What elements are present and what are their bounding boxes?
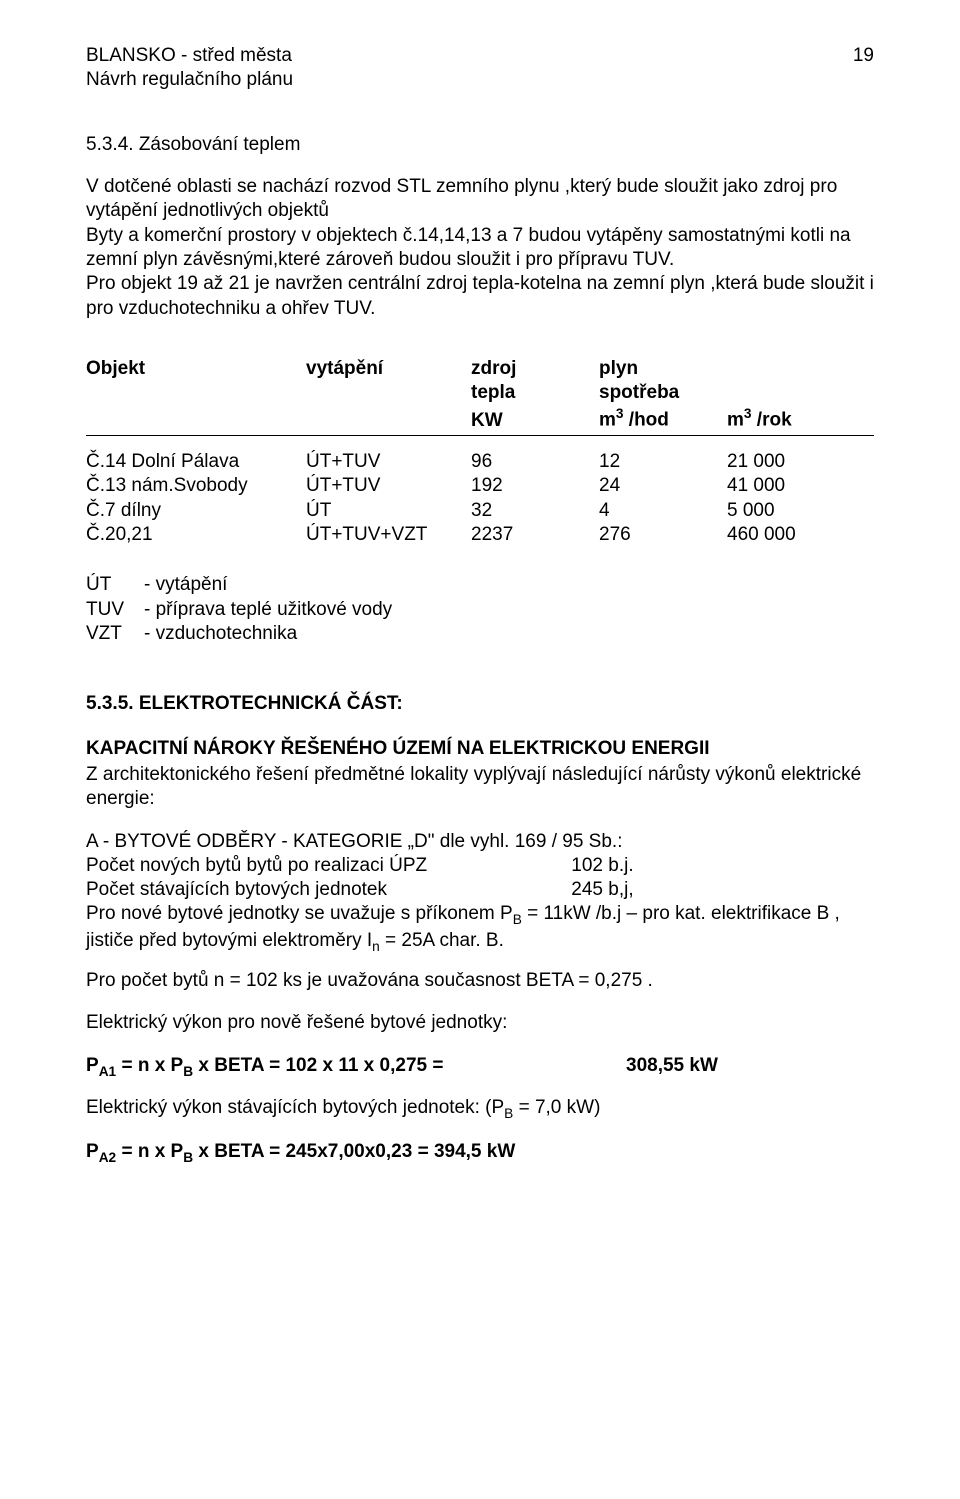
table-header-row1: Objekt vytápění zdroj plyn xyxy=(86,357,874,381)
legend-desc: - vytápění xyxy=(144,573,227,597)
header-title-line1: BLANSKO - střed města xyxy=(86,44,293,68)
table-header-row2: tepla spotřeba xyxy=(86,381,874,405)
category-a-row2: Počet stávajících bytových jednotek 245 … xyxy=(86,878,874,902)
cell-m3rok: 460 000 xyxy=(727,523,867,547)
a-row2-label: Počet stávajících bytových jednotek xyxy=(86,878,566,902)
table-head-plyn: plyn xyxy=(599,357,727,381)
capacity-paragraph: Z architektonického řešení předmětné lok… xyxy=(86,763,874,812)
table-head-zdroj: zdroj xyxy=(471,357,599,381)
eq1-right: 308,55 kW xyxy=(626,1054,718,1080)
cell-vytapeni: ÚT+TUV xyxy=(306,450,471,474)
ev-existing-label: Elektrický výkon stávajících bytových je… xyxy=(86,1096,874,1122)
cell-vytapeni: ÚT xyxy=(306,499,471,523)
legend-desc: - příprava teplé užitkové vody xyxy=(144,598,392,622)
legend-row: VZT- vzduchotechnika xyxy=(86,622,874,646)
cell-objekt: Č.7 dílny xyxy=(86,499,306,523)
table-head-tepla: tepla xyxy=(471,381,599,405)
table-unit-m3rok: m3 /rok xyxy=(727,405,867,433)
ev-new-label: Elektrický výkon pro nově řešené bytové … xyxy=(86,1011,874,1035)
legend-desc: - vzduchotechnika xyxy=(144,622,297,646)
a-row1-value: 102 b.j. xyxy=(571,855,633,876)
table-row: Č.20,21ÚT+TUV+VZT2237276460 000 xyxy=(86,523,874,547)
section-534-heading: 5.3.4. Zásobování teplem xyxy=(86,133,874,157)
table-head-objekt: Objekt xyxy=(86,357,306,381)
a-row2-value: 245 b,j, xyxy=(571,879,633,900)
legend-abbr: ÚT xyxy=(86,573,144,597)
category-a-paragraph: Pro nové bytové jednotky se uvažuje s př… xyxy=(86,902,874,955)
equation-pa1: PA1 = n x PB x BETA = 102 x 11 x 0,275 =… xyxy=(86,1054,874,1080)
header-title-line2: Návrh regulačního plánu xyxy=(86,68,293,92)
cell-m3rok: 41 000 xyxy=(727,474,867,498)
cell-m3hod: 276 xyxy=(599,523,727,547)
page-number: 19 xyxy=(853,44,874,68)
a-row1-label: Počet nových bytů bytů po realizaci ÚPZ xyxy=(86,854,566,878)
table-row: Č.7 dílnyÚT3245 000 xyxy=(86,499,874,523)
cell-m3rok: 5 000 xyxy=(727,499,867,523)
category-a-row1: Počet nových bytů bytů po realizaci ÚPZ … xyxy=(86,854,874,878)
beta-line: Pro počet bytů n = 102 ks je uvažována s… xyxy=(86,969,874,993)
equation-pa2: PA2 = n x PB x BETA = 245x7,00x0,23 = 39… xyxy=(86,1140,874,1166)
cell-m3hod: 24 xyxy=(599,474,727,498)
table-row: Č.14 Dolní PálavaÚT+TUV961221 000 xyxy=(86,450,874,474)
table-row: Č.13 nám.SvobodyÚT+TUV1922441 000 xyxy=(86,474,874,498)
table-unit-kw: KW xyxy=(471,409,599,433)
legend-row: ÚT- vytápění xyxy=(86,573,874,597)
section-534-paragraph: V dotčené oblasti se nachází rozvod STL … xyxy=(86,175,874,321)
abbrev-legend: ÚT- vytápěníTUV- příprava teplé užitkové… xyxy=(86,573,874,646)
cell-kw: 192 xyxy=(471,474,599,498)
table-head-spotreba: spotřeba xyxy=(599,381,727,405)
cell-kw: 2237 xyxy=(471,523,599,547)
capacity-title: KAPACITNÍ NÁROKY ŘEŠENÉHO ÚZEMÍ NA ELEKT… xyxy=(86,737,874,761)
cell-m3hod: 12 xyxy=(599,450,727,474)
category-a-heading: A - BYTOVÉ ODBĚRY - KATEGORIE „D" dle vy… xyxy=(86,830,874,854)
table-unit-m3hod: m3 /hod xyxy=(599,405,727,433)
eq1-left: PA1 = n x PB x BETA = 102 x 11 x 0,275 = xyxy=(86,1054,626,1080)
table-body: Č.14 Dolní PálavaÚT+TUV961221 000Č.13 ná… xyxy=(86,450,874,547)
cell-kw: 32 xyxy=(471,499,599,523)
cell-vytapeni: ÚT+TUV+VZT xyxy=(306,523,471,547)
section-535-heading: 5.3.5. ELEKTROTECHNICKÁ ČÁST: xyxy=(86,692,874,716)
legend-abbr: TUV xyxy=(86,598,144,622)
cell-kw: 96 xyxy=(471,450,599,474)
cell-objekt: Č.20,21 xyxy=(86,523,306,547)
cell-m3rok: 21 000 xyxy=(727,450,867,474)
category-a-block: A - BYTOVÉ ODBĚRY - KATEGORIE „D" dle vy… xyxy=(86,830,874,956)
running-header: BLANSKO - střed města Návrh regulačního … xyxy=(86,44,874,93)
legend-abbr: VZT xyxy=(86,622,144,646)
cell-objekt: Č.14 Dolní Pálava xyxy=(86,450,306,474)
cell-objekt: Č.13 nám.Svobody xyxy=(86,474,306,498)
header-titles: BLANSKO - střed města Návrh regulačního … xyxy=(86,44,293,93)
heating-table: Objekt vytápění zdroj plyn tepla spotřeb… xyxy=(86,357,874,548)
cell-m3hod: 4 xyxy=(599,499,727,523)
legend-row: TUV- příprava teplé užitkové vody xyxy=(86,598,874,622)
page: BLANSKO - střed města Návrh regulačního … xyxy=(0,0,960,1499)
table-header-units: KW m3 /hod m3 /rok xyxy=(86,405,874,436)
table-head-vytapeni: vytápění xyxy=(306,357,471,381)
cell-vytapeni: ÚT+TUV xyxy=(306,474,471,498)
